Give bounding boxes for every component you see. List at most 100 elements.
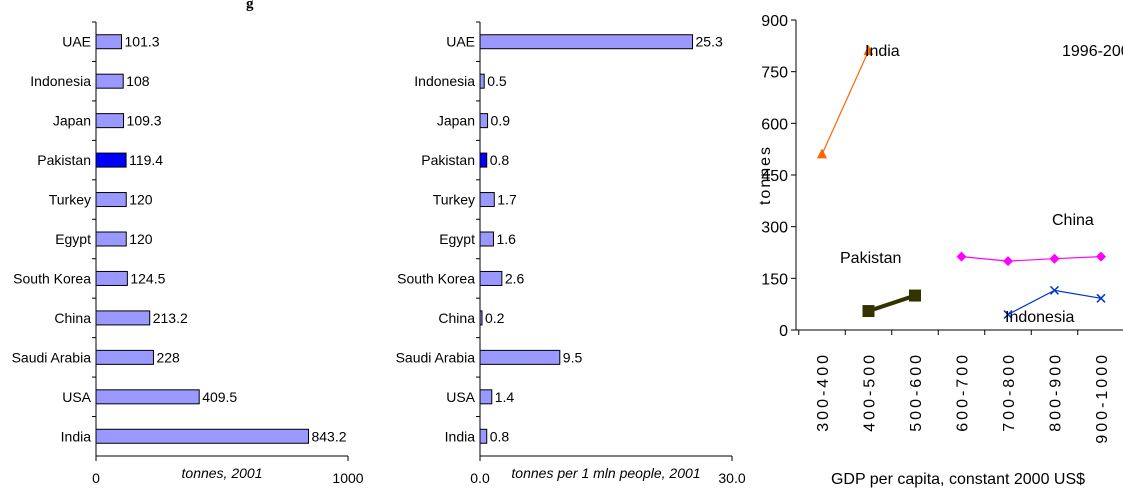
value-label: 9.5 — [563, 349, 583, 365]
data-point — [862, 305, 875, 318]
data-point — [1049, 253, 1060, 264]
value-label: 1.7 — [497, 192, 517, 208]
series-label: China — [1052, 212, 1094, 229]
x-tick-label: 700-800 — [1001, 352, 1018, 432]
series-line — [867, 293, 916, 313]
value-label: 0.9 — [491, 113, 511, 129]
category-label: China — [438, 310, 475, 326]
value-label: 120 — [129, 192, 153, 208]
value-label: 120 — [129, 231, 153, 247]
bar — [95, 389, 200, 405]
bar-chart-per-capita: UAE 25.3 Indonesia 0.5 Japan 0.9 Pakistan 0.8 Tu… — [396, 21, 746, 486]
category-label: Saudi Arabia — [12, 349, 92, 365]
category-label: Saudi Arabia — [396, 349, 476, 365]
category-label: Japan — [53, 113, 91, 129]
x-axis-title: tonnes, 2001 — [182, 465, 263, 481]
value-label: 25.3 — [696, 34, 723, 50]
x-tick-label: 0 — [92, 470, 100, 486]
bar — [479, 34, 694, 50]
y-tick-label: 300 — [761, 220, 788, 237]
x-tick-label: 600-700 — [955, 352, 972, 432]
category-label: Egypt — [55, 231, 91, 247]
bar — [479, 152, 488, 168]
y-axis-title: tonnes — [757, 145, 774, 205]
value-label: 843.2 — [311, 428, 346, 444]
bar — [95, 34, 123, 50]
category-label: Pakistan — [37, 152, 91, 168]
y-tick-label: 0 — [779, 323, 788, 340]
category-label: UAE — [446, 34, 475, 50]
category-label: South Korea — [397, 270, 475, 286]
data-point — [863, 45, 874, 55]
series-label: Indonesia — [1005, 309, 1074, 326]
y-tick-label: 600 — [761, 116, 788, 133]
bar — [479, 113, 489, 129]
value-label: 228 — [156, 349, 180, 365]
data-point — [1096, 293, 1106, 303]
category-label: China — [54, 310, 91, 326]
category-label: Turkey — [49, 192, 91, 208]
data-point — [1096, 251, 1106, 262]
x-tick-label: 900-1000 — [1094, 352, 1111, 444]
value-label: 0.8 — [490, 428, 510, 444]
period-annotation: 1996-2001 — [1062, 43, 1123, 60]
bar — [479, 389, 493, 405]
data-point — [817, 148, 827, 159]
category-label: Japan — [437, 113, 475, 129]
category-label: India — [445, 428, 476, 444]
y-tick-label: 150 — [761, 271, 788, 288]
bar — [95, 192, 127, 208]
bar — [479, 428, 488, 444]
value-label: 409.5 — [202, 389, 237, 405]
series-label: Pakistan — [840, 250, 901, 267]
y-tick-label: 750 — [761, 65, 788, 82]
category-label: USA — [446, 389, 475, 405]
bar — [95, 231, 127, 247]
x-tick-label: 0.0 — [470, 470, 490, 486]
data-point — [1003, 256, 1013, 267]
value-label: 1.6 — [496, 231, 516, 247]
value-label: 0.5 — [487, 73, 507, 89]
category-label: UAE — [62, 34, 91, 50]
x-tick-label: 1000 — [332, 470, 363, 486]
category-label: Pakistan — [421, 152, 475, 168]
value-label: 124.5 — [130, 270, 165, 286]
data-point — [1049, 285, 1060, 295]
bar-chart-tonnes: UAE 101.3 Indonesia 108 Japan 109.3 Pakistan 11… — [12, 21, 364, 486]
bar — [479, 231, 494, 247]
figure-title: g — [246, 0, 254, 12]
category-label: USA — [62, 389, 91, 405]
y-tick-label: 900 — [761, 13, 788, 30]
category-label: Turkey — [433, 192, 475, 208]
x-axis-title: GDP per capita, constant 2000 US$ — [831, 471, 1085, 488]
value-label: 108 — [126, 73, 150, 89]
bar — [95, 349, 154, 365]
x-tick-label: 30.0 — [718, 470, 745, 486]
bar — [479, 270, 503, 286]
x-tick-label: 500-600 — [908, 352, 925, 432]
bar — [95, 152, 127, 168]
series-line — [961, 256, 1102, 262]
x-tick-label: 300-400 — [815, 352, 832, 432]
value-label: 101.3 — [125, 34, 160, 50]
bar — [479, 73, 485, 89]
value-label: 0.8 — [490, 152, 510, 168]
value-label: 109.3 — [127, 113, 162, 129]
data-point — [1003, 309, 1013, 320]
series-line — [821, 50, 870, 155]
line-chart-gdp: 0 150 300 450 600 750 900 300-400 400-500 500-600… — [757, 13, 1123, 488]
bar — [479, 310, 483, 326]
bar — [95, 113, 125, 129]
category-label: Indonesia — [30, 73, 91, 89]
bar — [479, 349, 561, 365]
category-label: South Korea — [13, 270, 91, 286]
value-label: 213.2 — [153, 310, 188, 326]
x-tick-label: 400-500 — [862, 352, 879, 432]
category-label: India — [61, 428, 92, 444]
bar — [95, 310, 151, 326]
data-point — [956, 251, 967, 262]
bar — [95, 428, 309, 444]
category-label: Egypt — [439, 231, 475, 247]
x-axis-title: tonnes per 1 mln people, 2001 — [511, 465, 700, 481]
